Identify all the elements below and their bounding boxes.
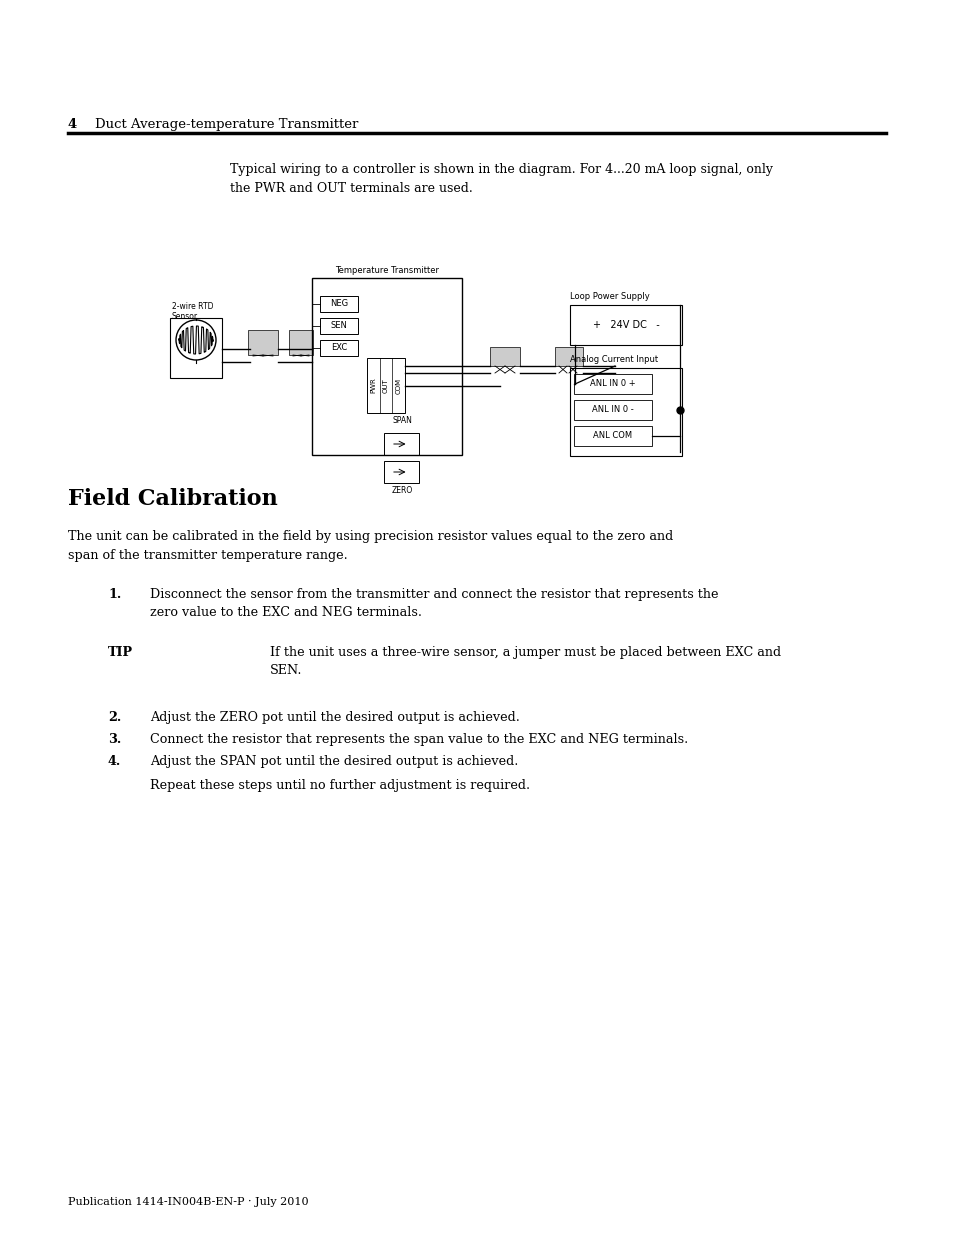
Text: 2.: 2.	[108, 711, 121, 724]
Bar	[555, 347, 582, 366]
Bar	[289, 330, 313, 354]
Text: ZERO: ZERO	[391, 487, 413, 495]
Text: 3.: 3.	[108, 734, 121, 746]
Text: ANL IN 0 +: ANL IN 0 +	[590, 379, 635, 389]
Text: ANL COM: ANL COM	[593, 431, 632, 441]
Text: Connect the resistor that represents the span value to the EXC and NEG terminals: Connect the resistor that represents the…	[150, 734, 687, 746]
Text: COM: COM	[395, 378, 401, 394]
Bar	[384, 461, 418, 483]
Bar	[490, 347, 519, 366]
Text: 4: 4	[68, 119, 77, 131]
Text: SEN: SEN	[331, 321, 347, 331]
Text: +   24V DC   -: + 24V DC -	[592, 320, 659, 330]
Text: Repeat these steps until no further adjustment is required.: Repeat these steps until no further adju…	[150, 779, 530, 792]
Text: OUT: OUT	[382, 378, 389, 393]
Bar	[569, 305, 681, 345]
Text: Temperature Transmitter: Temperature Transmitter	[335, 266, 438, 275]
Text: TIP: TIP	[108, 646, 133, 659]
Bar	[319, 317, 357, 333]
Bar	[384, 433, 418, 454]
Text: Duct Average-temperature Transmitter: Duct Average-temperature Transmitter	[95, 119, 358, 131]
Text: 1.: 1.	[108, 588, 121, 601]
Text: PWR: PWR	[370, 378, 375, 394]
Text: Publication 1414-IN004B-EN-P · July 2010: Publication 1414-IN004B-EN-P · July 2010	[68, 1197, 309, 1207]
Text: Analog Current Input: Analog Current Input	[569, 354, 658, 364]
Text: SPAN: SPAN	[392, 416, 412, 425]
Text: EXC: EXC	[331, 343, 347, 352]
Text: 2-wire RTD: 2-wire RTD	[172, 303, 213, 311]
Text: Loop Power Supply: Loop Power Supply	[569, 291, 649, 301]
Text: Adjust the SPAN pot until the desired output is achieved.: Adjust the SPAN pot until the desired ou…	[150, 755, 517, 768]
Bar	[248, 330, 277, 354]
Bar	[574, 400, 651, 420]
Text: NEG: NEG	[330, 300, 348, 309]
Text: 4.: 4.	[108, 755, 121, 768]
Text: ANL IN 0 -: ANL IN 0 -	[592, 405, 633, 415]
Bar	[319, 340, 357, 356]
Bar	[569, 368, 681, 456]
Text: Adjust the ZERO pot until the desired output is achieved.: Adjust the ZERO pot until the desired ou…	[150, 711, 519, 724]
Text: Disconnect the sensor from the transmitter and connect the resistor that represe: Disconnect the sensor from the transmitt…	[150, 588, 718, 620]
Text: The unit can be calibrated in the field by using precision resistor values equal: The unit can be calibrated in the field …	[68, 530, 673, 562]
Bar	[312, 278, 461, 454]
Bar	[574, 374, 651, 394]
Bar	[574, 426, 651, 446]
Bar	[367, 358, 405, 412]
Text: If the unit uses a three-wire sensor, a jumper must be placed between EXC and
SE: If the unit uses a three-wire sensor, a …	[270, 646, 781, 678]
Bar	[319, 296, 357, 312]
Text: Field Calibration: Field Calibration	[68, 488, 277, 510]
Text: Sensor: Sensor	[172, 312, 198, 321]
Text: Typical wiring to a controller is shown in the diagram. For 4...20 mA loop signa: Typical wiring to a controller is shown …	[230, 163, 772, 194]
Bar	[170, 317, 222, 378]
